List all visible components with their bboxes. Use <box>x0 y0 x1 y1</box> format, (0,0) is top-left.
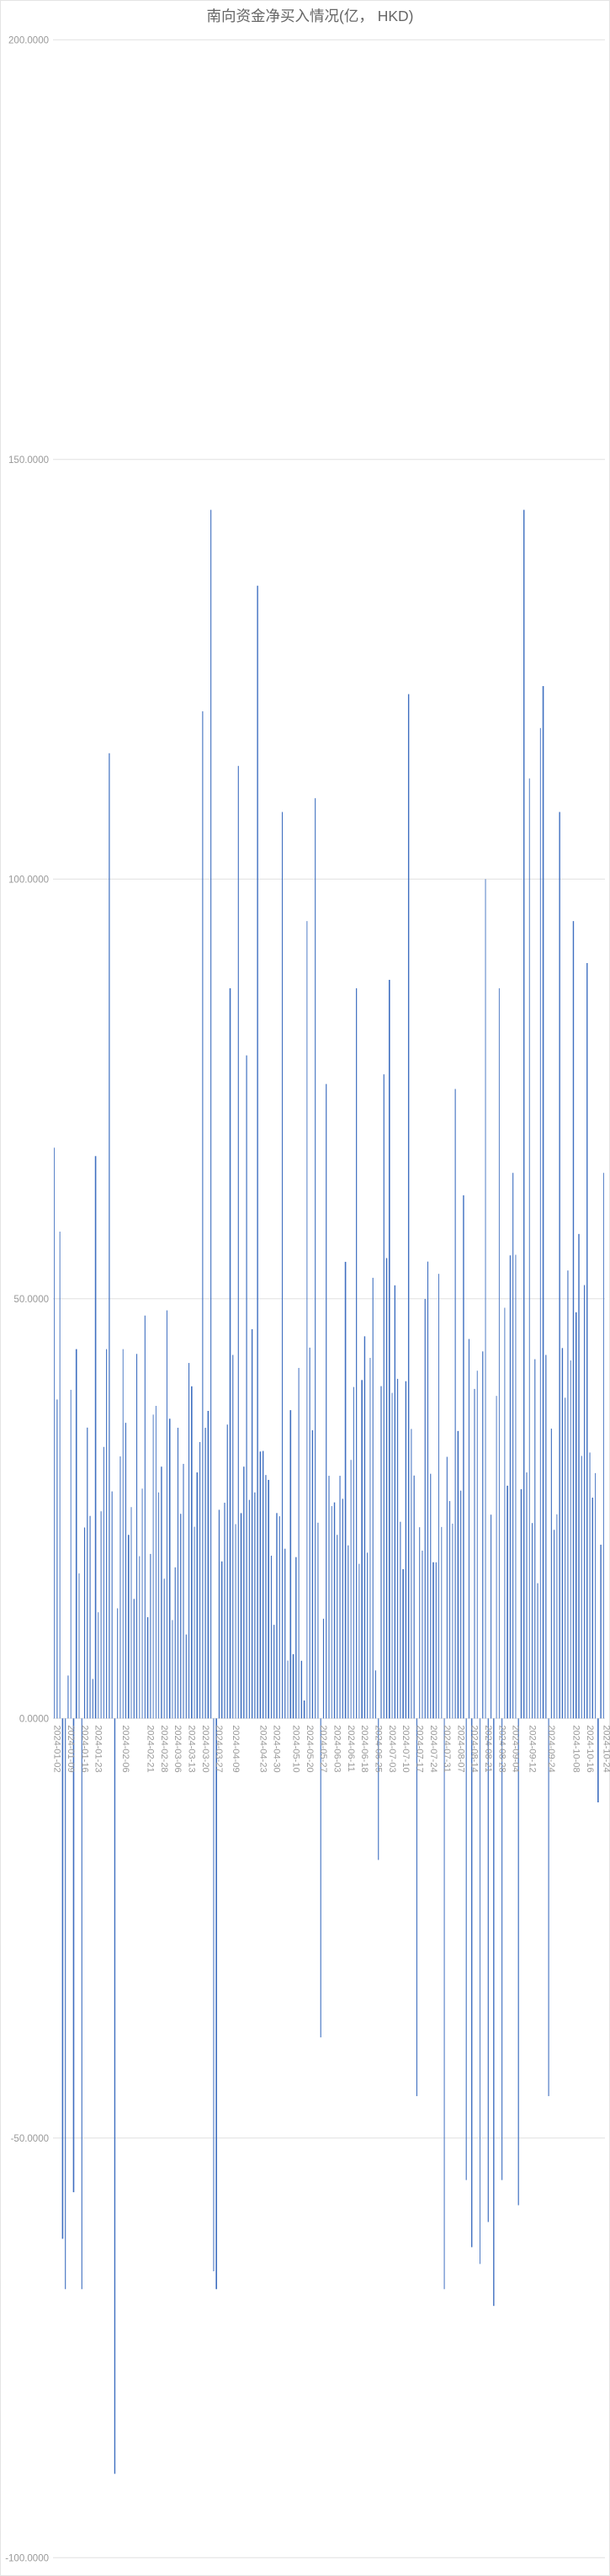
svg-text:2024-06-25: 2024-06-25 <box>373 1725 383 1772</box>
svg-text:2024-09-24: 2024-09-24 <box>546 1725 556 1772</box>
svg-text:2024-07-03: 2024-07-03 <box>387 1725 397 1772</box>
svg-text:2024-04-09: 2024-04-09 <box>231 1725 241 1772</box>
svg-text:南向资金净买入情况(亿， HKD): 南向资金净买入情况(亿， HKD) <box>207 8 414 24</box>
svg-text:-50.0000: -50.0000 <box>11 2134 49 2144</box>
svg-text:100.0000: 100.0000 <box>8 875 49 885</box>
svg-text:2024-10-24: 2024-10-24 <box>601 1725 610 1772</box>
svg-text:2024-06-18: 2024-06-18 <box>359 1725 369 1772</box>
svg-text:50.0000: 50.0000 <box>13 1295 49 1305</box>
svg-text:2024-06-11: 2024-06-11 <box>346 1725 356 1771</box>
svg-text:2024-01-23: 2024-01-23 <box>93 1725 103 1772</box>
svg-text:2024-03-06: 2024-03-06 <box>172 1725 183 1772</box>
svg-text:2024-07-31: 2024-07-31 <box>442 1725 452 1772</box>
svg-text:2024-02-28: 2024-02-28 <box>159 1725 169 1772</box>
svg-text:2024-04-23: 2024-04-23 <box>257 1725 268 1772</box>
svg-text:150.0000: 150.0000 <box>8 455 49 466</box>
svg-text:0.0000: 0.0000 <box>19 1714 49 1724</box>
svg-text:2024-05-20: 2024-05-20 <box>305 1725 315 1772</box>
svg-text:2024-08-14: 2024-08-14 <box>469 1725 480 1772</box>
svg-text:2024-03-27: 2024-03-27 <box>214 1725 224 1772</box>
svg-text:2024-03-13: 2024-03-13 <box>187 1725 197 1772</box>
svg-text:2024-03-20: 2024-03-20 <box>200 1725 210 1772</box>
svg-text:2024-01-02: 2024-01-02 <box>52 1725 62 1772</box>
svg-text:2024-08-28: 2024-08-28 <box>496 1725 507 1772</box>
svg-text:2024-04-30: 2024-04-30 <box>272 1725 282 1772</box>
svg-text:2024-07-24: 2024-07-24 <box>428 1725 438 1772</box>
svg-text:2024-06-03: 2024-06-03 <box>332 1725 342 1772</box>
svg-text:2024-05-10: 2024-05-10 <box>291 1725 301 1772</box>
svg-text:2024-09-12: 2024-09-12 <box>527 1725 537 1772</box>
svg-text:2024-09-04: 2024-09-04 <box>511 1725 521 1772</box>
svg-text:2024-02-21: 2024-02-21 <box>146 1725 156 1772</box>
svg-text:2024-01-09: 2024-01-09 <box>66 1725 76 1772</box>
svg-text:200.0000: 200.0000 <box>8 35 49 45</box>
svg-text:2024-02-06: 2024-02-06 <box>120 1725 130 1772</box>
svg-text:2024-08-21: 2024-08-21 <box>483 1725 493 1772</box>
svg-text:2024-10-08: 2024-10-08 <box>570 1725 581 1772</box>
svg-text:2024-07-17: 2024-07-17 <box>414 1725 424 1772</box>
svg-text:2024-10-16: 2024-10-16 <box>585 1725 595 1772</box>
svg-text:2024-08-07: 2024-08-07 <box>455 1725 465 1772</box>
svg-text:-100.0000: -100.0000 <box>5 2553 49 2563</box>
svg-text:2024-05-27: 2024-05-27 <box>318 1725 328 1772</box>
svg-text:2024-07-10: 2024-07-10 <box>400 1725 411 1772</box>
svg-text:2024-01-16: 2024-01-16 <box>79 1725 89 1772</box>
